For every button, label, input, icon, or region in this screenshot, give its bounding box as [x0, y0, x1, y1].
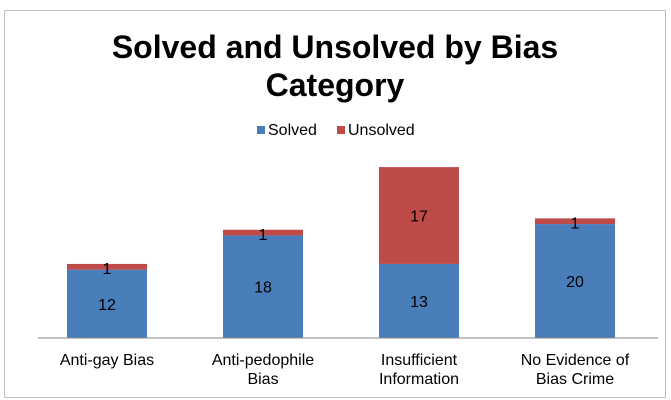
data-label-unsolved-3: 17 — [410, 209, 428, 226]
legend-swatch-unsolved — [337, 126, 345, 134]
chart-title-line-2: Category — [266, 67, 405, 103]
x-tick-label-3-line-2: Information — [379, 371, 459, 388]
bar-solved-3 — [379, 263, 459, 338]
bar-unsolved-1 — [67, 263, 147, 270]
data-label-solved-4: 20 — [566, 274, 584, 291]
bars: 12 1 18 1 13 17 20 1 — [67, 167, 615, 338]
bar-unsolved-4 — [535, 218, 615, 225]
data-label-unsolved-1: 1 — [103, 261, 112, 278]
x-tick-label-4-line-1: No Evidence of — [521, 352, 630, 369]
chart-title-line-1: Solved and Unsolved by Bias — [112, 29, 558, 65]
x-tick-label-4-line-2: Bias Crime — [536, 371, 614, 388]
x-axis-labels: Anti-gay Bias Anti-pedophile Bias Insuffici… — [60, 352, 630, 388]
x-tick-label-1-line-1: Anti-gay Bias — [60, 352, 154, 369]
x-tick-label-2-line-2: Bias — [247, 371, 278, 388]
bar-solved-2 — [223, 235, 303, 338]
x-tick-label-3-line-1: Insufficient — [381, 352, 458, 369]
data-label-unsolved-4: 1 — [571, 215, 580, 232]
legend-swatch-solved — [257, 126, 265, 134]
data-label-solved-2: 18 — [254, 280, 272, 297]
legend: Solved Unsolved — [257, 122, 415, 139]
bar-unsolved-2 — [223, 229, 303, 236]
bar-solved-4 — [535, 224, 615, 338]
data-label-solved-3: 13 — [410, 294, 428, 311]
data-label-unsolved-2: 1 — [259, 227, 268, 244]
data-label-solved-1: 12 — [98, 297, 116, 314]
x-tick-label-2-line-1: Anti-pedophile — [212, 352, 314, 369]
legend-label-unsolved: Unsolved — [348, 122, 415, 139]
bar-unsolved-3 — [379, 167, 459, 264]
legend-label-solved: Solved — [268, 122, 317, 139]
bar-solved-1 — [67, 269, 147, 338]
